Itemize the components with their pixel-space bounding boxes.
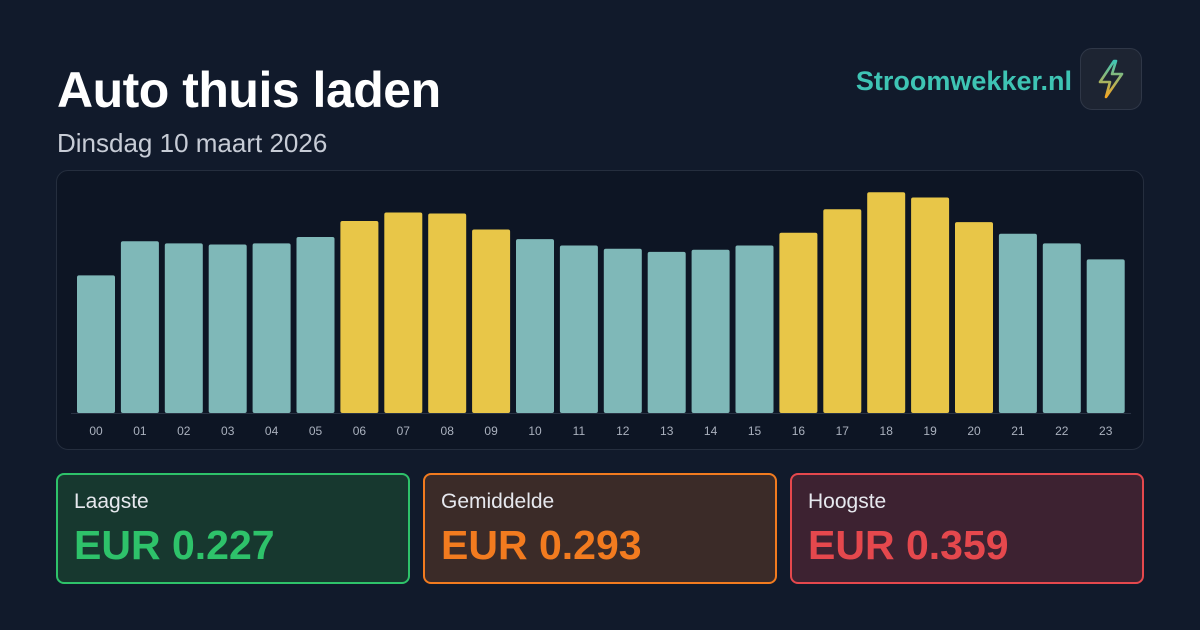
x-tick-label-19: 19	[923, 424, 937, 438]
bar-hour-03[interactable]	[208, 244, 247, 414]
lowest-price-value: EUR 0.227	[74, 522, 275, 568]
x-tick-label-07: 07	[397, 424, 411, 438]
x-tick-label-04: 04	[265, 424, 279, 438]
x-tick-label-21: 21	[1011, 424, 1025, 438]
bar-hour-12[interactable]	[603, 248, 642, 413]
x-tick-label-20: 20	[967, 424, 981, 438]
bar-hour-19[interactable]	[911, 197, 950, 414]
x-tick-label-15: 15	[748, 424, 762, 438]
bar-hour-14[interactable]	[691, 249, 730, 413]
x-tick-label-03: 03	[221, 424, 235, 438]
bar-hour-18[interactable]	[867, 192, 906, 413]
bar-hour-21[interactable]	[998, 233, 1037, 413]
bar-hour-13[interactable]	[647, 251, 686, 413]
bar-hour-06[interactable]	[340, 221, 379, 413]
x-tick-label-18: 18	[880, 424, 894, 438]
bar-hour-15[interactable]	[735, 245, 774, 414]
x-tick-label-17: 17	[836, 424, 850, 438]
x-tick-label-05: 05	[309, 424, 323, 438]
bar-hour-08[interactable]	[428, 213, 467, 414]
highest-price-value: EUR 0.359	[808, 522, 1009, 568]
x-tick-label-13: 13	[660, 424, 674, 438]
x-tick-label-00: 00	[89, 424, 103, 438]
average-price-card: Gemiddelde EUR 0.293	[423, 473, 777, 584]
bar-hour-09[interactable]	[472, 229, 511, 414]
bar-hour-02[interactable]	[164, 243, 203, 413]
lowest-price-card: Laagste EUR 0.227	[56, 473, 410, 584]
bar-hour-16[interactable]	[779, 232, 818, 413]
x-tick-label-10: 10	[528, 424, 542, 438]
x-tick-label-14: 14	[704, 424, 718, 438]
bar-hour-00[interactable]	[77, 275, 115, 413]
x-tick-label-08: 08	[441, 424, 455, 438]
page-title: Auto thuis laden	[57, 62, 441, 118]
x-tick-label-01: 01	[133, 424, 147, 438]
x-tick-label-12: 12	[616, 424, 630, 438]
highest-price-label: Hoogste	[808, 490, 887, 513]
bar-hour-04[interactable]	[252, 243, 291, 413]
bar-hour-10[interactable]	[516, 239, 554, 413]
lowest-price-label: Laagste	[74, 490, 149, 513]
bar-hour-17[interactable]	[823, 209, 862, 413]
price-chart-panel: 00 01 02 03 04 05 06 07 08 09 10 11 12 13 14 15 16 17 18 19…	[56, 170, 1144, 450]
bar-hour-01[interactable]	[120, 241, 159, 413]
x-tick-label-11: 11	[573, 424, 586, 438]
bar-hour-05[interactable]	[296, 237, 335, 413]
average-price-label: Gemiddelde	[441, 490, 555, 513]
x-tick-label-06: 06	[353, 424, 367, 438]
x-tick-label-16: 16	[792, 424, 806, 438]
bar-hour-22[interactable]	[1042, 243, 1081, 413]
bar-hour-20[interactable]	[955, 222, 993, 413]
x-tick-label-22: 22	[1055, 424, 1069, 438]
x-tick-label-09: 09	[484, 424, 498, 438]
average-price-value: EUR 0.293	[441, 522, 642, 568]
x-tick-label-23: 23	[1099, 424, 1113, 438]
bar-hour-07[interactable]	[384, 212, 423, 414]
brand-name[interactable]: Stroomwekker.nl	[855, 66, 1072, 96]
x-tick-label-02: 02	[177, 424, 191, 438]
bar-hour-23[interactable]	[1086, 259, 1125, 413]
date-subtitle: Dinsdag 10 maart 2026	[57, 128, 328, 158]
brand-logo	[1080, 48, 1142, 110]
highest-price-card: Hoogste EUR 0.359	[790, 473, 1144, 584]
lightning-bolt-icon	[1098, 59, 1124, 99]
bar-hour-11[interactable]	[559, 245, 598, 414]
hourly-price-bar-chart: 00 01 02 03 04 05 06 07 08 09 10 11 12 13 14 15 16 17 18 19…	[71, 192, 1131, 438]
